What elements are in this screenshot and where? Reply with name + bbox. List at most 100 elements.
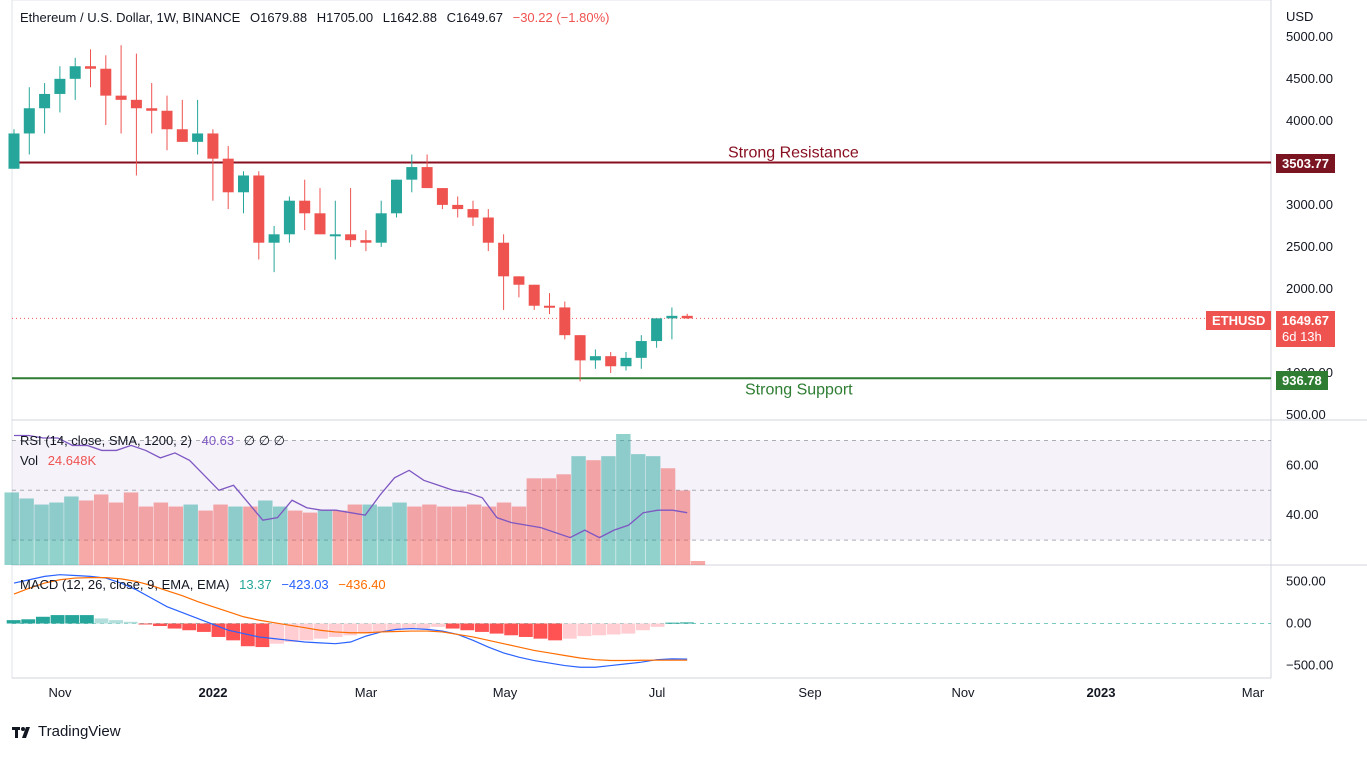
volume-bar xyxy=(362,504,377,565)
price-tick-label: 4000.00 xyxy=(1286,113,1333,128)
countdown: 6d 13h xyxy=(1282,329,1322,344)
candle-body xyxy=(314,213,326,235)
candle-body xyxy=(589,356,601,361)
macd-histogram-bar xyxy=(123,621,138,624)
macd-line xyxy=(13,574,688,668)
volume-bar xyxy=(4,492,19,565)
macd-histogram-bar xyxy=(665,622,680,624)
candle-body xyxy=(452,204,464,210)
chart-header: Ethereum / U.S. Dollar, 1W, BINANCE O167… xyxy=(20,10,615,25)
time-tick-label: May xyxy=(493,685,518,700)
macd-histogram-bar xyxy=(679,622,694,624)
rsi-line xyxy=(14,434,688,539)
symbol-tag: ETHUSD xyxy=(1206,311,1272,330)
macd-histogram-bar xyxy=(284,623,299,643)
volume-bar xyxy=(138,506,154,565)
vol-legend[interactable]: Vol 24.648K xyxy=(20,453,102,468)
macd-tick-label: −500.00 xyxy=(1286,658,1333,673)
macd-histogram-bar xyxy=(562,623,577,639)
macd-histogram-bar xyxy=(518,623,533,637)
macd-signal-value: −436.40 xyxy=(338,577,386,592)
rsi-tick-label: 60.00 xyxy=(1286,457,1319,472)
vol-value: 24.648K xyxy=(47,453,97,468)
macd-histogram-bar xyxy=(138,623,153,625)
macd-label: MACD (12, 26, close, 9, EMA, EMA) xyxy=(20,577,230,592)
vol-label: Vol xyxy=(20,453,39,468)
macd-histogram-bar xyxy=(79,615,94,624)
macd-histogram-bar xyxy=(621,623,636,634)
rsi-label: RSI (14, close, SMA, 1200, 2) xyxy=(20,433,192,448)
candle-body xyxy=(8,133,20,169)
time-tick-label: Sep xyxy=(798,685,821,700)
volume-bar xyxy=(302,512,318,565)
volume-bar xyxy=(79,500,94,565)
price-tick-label: 4500.00 xyxy=(1286,71,1333,86)
candle-body xyxy=(146,108,158,111)
volume-bar xyxy=(228,506,243,565)
macd-histogram-bar xyxy=(533,623,548,639)
support-price-tag: 936.78 xyxy=(1276,371,1328,390)
candle-body xyxy=(115,95,127,100)
volume-bar xyxy=(616,434,631,565)
resistance-price-tag: 3503.77 xyxy=(1276,154,1335,173)
macd-histogram-bar xyxy=(314,623,328,639)
volume-bar xyxy=(452,506,467,565)
tradingview-label: TradingView xyxy=(38,723,121,740)
volume-bar xyxy=(586,460,601,565)
candle-body xyxy=(360,240,372,243)
macd-histogram-bar xyxy=(343,623,358,636)
tradingview-logo[interactable]: TradingView xyxy=(12,723,121,740)
price-tick-label: 5000.00 xyxy=(1286,29,1333,44)
volume-bar xyxy=(64,496,79,565)
macd-histogram-bar xyxy=(153,623,167,627)
candle-body xyxy=(39,93,51,109)
price-tick-label: 3000.00 xyxy=(1286,197,1333,212)
symbol-title: Ethereum / U.S. Dollar, 1W, BINANCE xyxy=(20,10,241,25)
candle-body xyxy=(391,179,402,214)
candle-body xyxy=(207,133,219,159)
volume-bar xyxy=(168,506,184,565)
high-value: H1705.00 xyxy=(316,10,374,25)
volume-bar xyxy=(407,506,422,565)
volume-bar xyxy=(422,504,437,565)
macd-histogram-bar xyxy=(460,623,475,631)
macd-tick-label: 500.00 xyxy=(1286,573,1326,588)
candle-body xyxy=(681,315,693,319)
macd-legend[interactable]: MACD (12, 26, close, 9, EMA, EMA) 13.37 … xyxy=(20,577,392,592)
macd-histogram-bar xyxy=(35,616,50,624)
candle-body xyxy=(176,129,188,142)
candle-body xyxy=(268,234,280,243)
volume-bar xyxy=(34,504,49,565)
time-tick-label: 2023 xyxy=(1087,685,1116,700)
volume-bar xyxy=(332,510,348,565)
candle-body xyxy=(69,66,81,79)
volume-bar xyxy=(317,510,333,565)
volume-bar xyxy=(258,500,273,565)
candle-body xyxy=(130,99,142,109)
macd-histogram-bar xyxy=(50,615,65,624)
rsi-legend[interactable]: RSI (14, close, SMA, 1200, 2) 40.63 ∅ ∅ … xyxy=(20,433,291,449)
volume-bar xyxy=(526,478,542,565)
macd-histogram-bar xyxy=(548,623,563,641)
macd-histogram-bar xyxy=(577,623,592,637)
volume-bar xyxy=(198,510,213,565)
candle-body xyxy=(192,133,204,142)
candle-body xyxy=(635,341,647,358)
volume-bar xyxy=(601,456,616,565)
candle-body xyxy=(23,108,35,134)
close-value: C1649.67 xyxy=(446,10,503,25)
macd-histogram-bar xyxy=(109,620,124,624)
macd-histogram-bar xyxy=(445,623,460,629)
macd-histogram-bar xyxy=(182,623,197,631)
rsi-value: 40.63 xyxy=(201,433,235,448)
candle-body xyxy=(498,242,510,277)
macd-histogram-bar xyxy=(299,623,314,641)
low-value: L1642.88 xyxy=(382,10,437,25)
macd-histogram-bar xyxy=(635,623,650,631)
time-tick-label: Mar xyxy=(355,685,378,700)
candle-body xyxy=(238,175,249,193)
price-tick-label: 500.00 xyxy=(1286,407,1326,422)
macd-histogram-bar xyxy=(431,623,445,627)
